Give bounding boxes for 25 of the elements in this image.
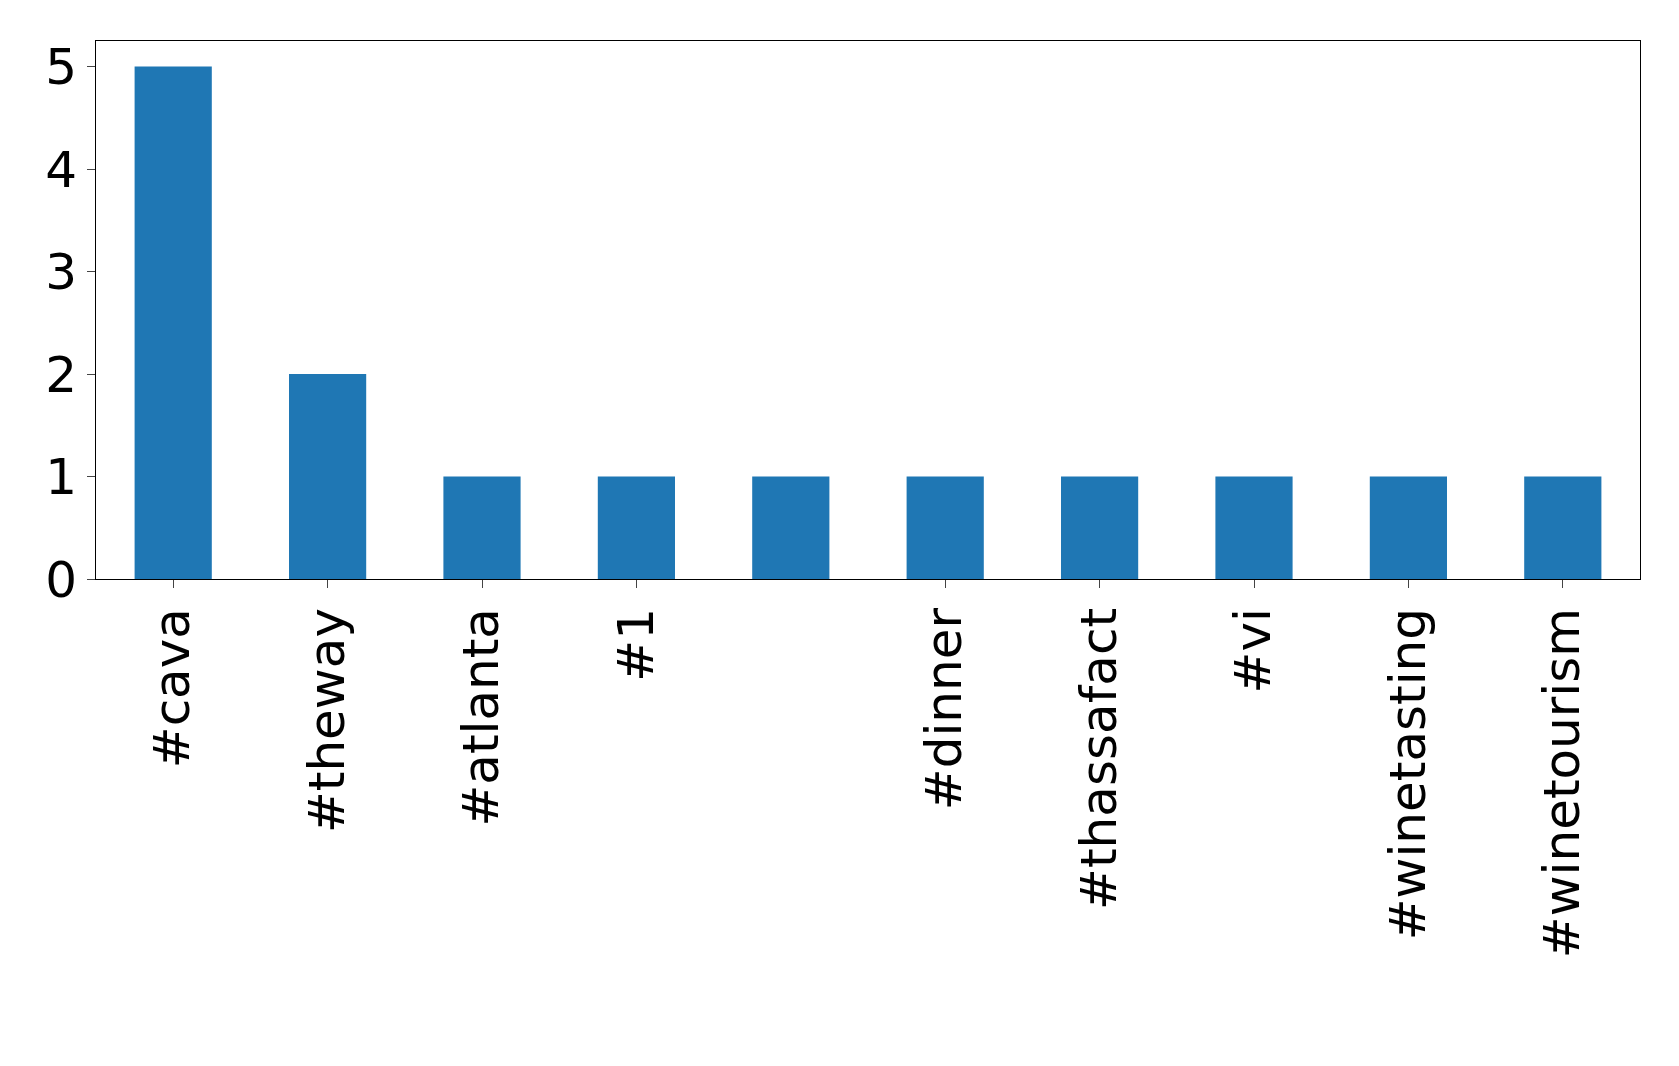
x-tick-label: #winetourism <box>1533 608 1592 959</box>
bar <box>289 374 367 579</box>
y-tick-label: 3 <box>45 243 77 302</box>
x-tick-label: #vi <box>1224 608 1283 694</box>
y-tick-label: 5 <box>45 38 77 97</box>
x-tick-label: #winetasting <box>1378 608 1437 941</box>
x-tick-label: #thassafact <box>1069 608 1128 910</box>
bar <box>752 476 830 579</box>
x-tick-label: #theway <box>297 608 356 834</box>
y-tick-label: 2 <box>45 345 77 404</box>
bar <box>597 476 675 579</box>
bar <box>1061 476 1139 579</box>
y-tick-label: 1 <box>45 448 77 507</box>
bar <box>1369 476 1447 579</box>
bar <box>1215 476 1293 579</box>
bar <box>134 66 212 579</box>
bar <box>1524 476 1602 579</box>
bar <box>443 476 521 579</box>
x-tick-label: #atlanta <box>452 608 511 827</box>
y-tick-label: 0 <box>45 550 77 609</box>
x-tick-label: #1 <box>606 608 665 682</box>
y-tick-label: 4 <box>45 140 77 199</box>
x-tick-label: #dinner <box>915 607 974 811</box>
x-tick-label: #cava <box>143 608 202 769</box>
bar <box>906 476 984 579</box>
